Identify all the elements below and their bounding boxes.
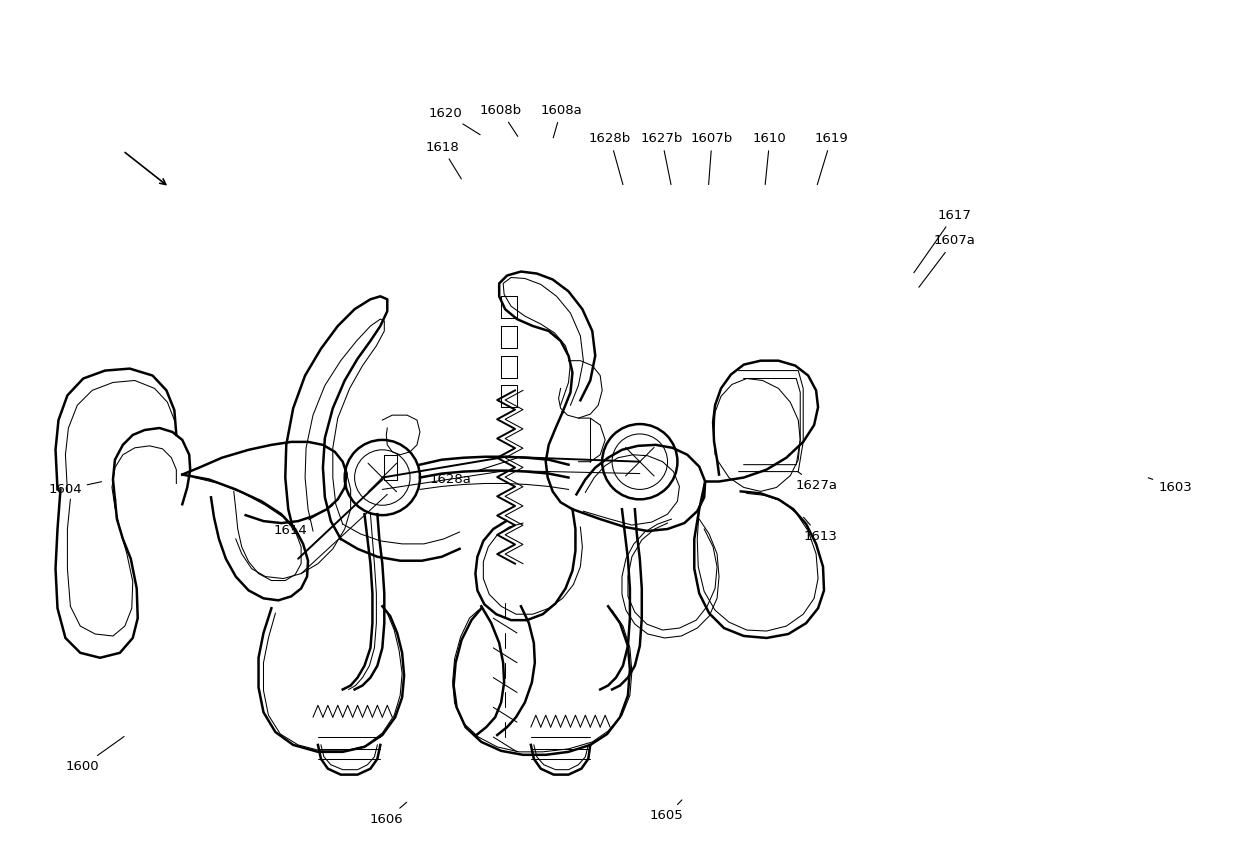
Text: 1608a: 1608a	[541, 104, 582, 138]
Text: 1627b: 1627b	[641, 132, 683, 185]
Text: 1628b: 1628b	[589, 132, 631, 185]
Text: 1604: 1604	[48, 482, 102, 496]
Text: 1600: 1600	[66, 736, 124, 773]
Text: 1628a: 1628a	[429, 458, 517, 486]
Text: 1607a: 1607a	[919, 235, 975, 287]
Text: 1607b: 1607b	[691, 132, 733, 185]
Text: 1619: 1619	[815, 132, 848, 185]
Text: 1605: 1605	[650, 800, 683, 822]
Text: 1606: 1606	[370, 802, 407, 826]
Text: 1618: 1618	[425, 141, 461, 179]
Text: 1608b: 1608b	[480, 104, 522, 137]
Text: 1617: 1617	[914, 209, 971, 273]
Text: 1610: 1610	[753, 132, 786, 185]
Text: 1614: 1614	[274, 506, 332, 537]
Text: 1603: 1603	[1148, 478, 1192, 494]
Text: 1620: 1620	[429, 107, 480, 135]
Text: 1627a: 1627a	[796, 471, 837, 492]
Text: 1613: 1613	[804, 517, 837, 543]
